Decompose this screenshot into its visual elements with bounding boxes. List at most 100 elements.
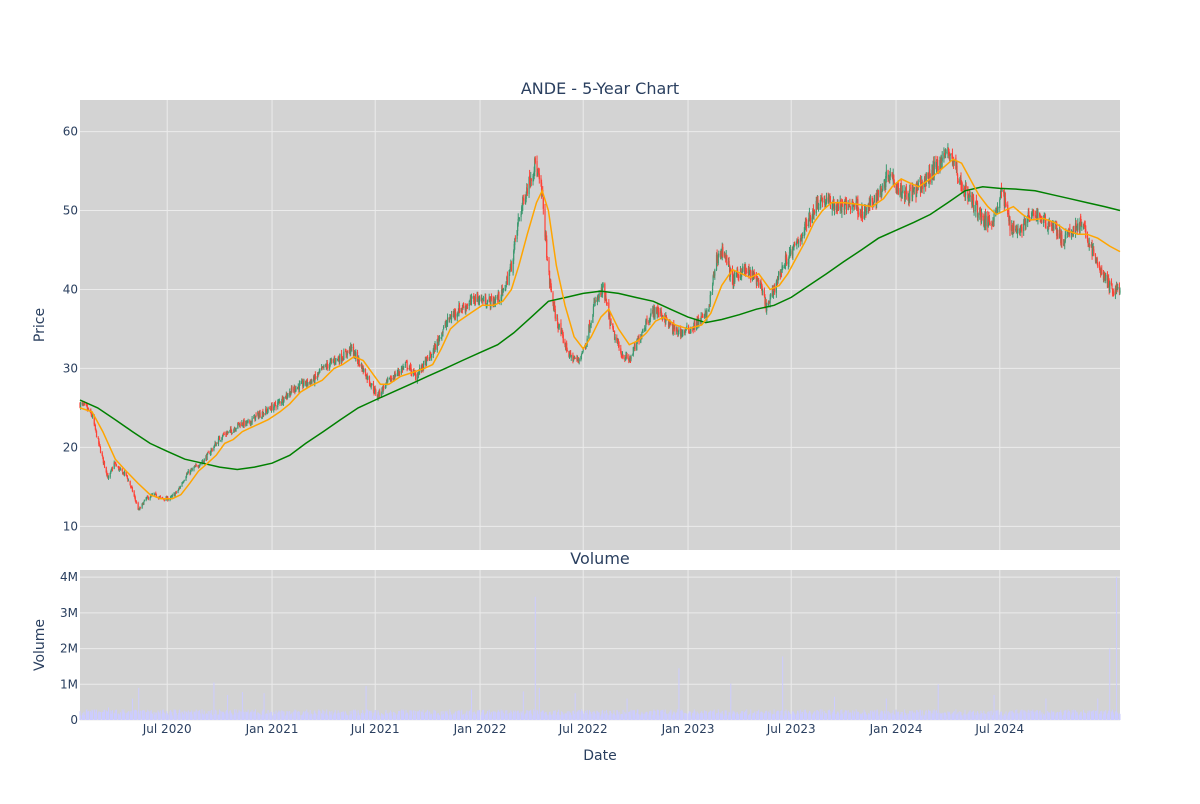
candle-body <box>183 480 185 481</box>
candle-body <box>1028 215 1030 219</box>
volume-bar <box>943 712 945 720</box>
candle-body <box>649 320 651 322</box>
volume-bar <box>253 711 255 720</box>
candle-body <box>594 300 596 303</box>
volume-bar <box>875 710 877 720</box>
candle-body <box>1098 265 1101 269</box>
volume-bar <box>614 714 616 720</box>
candle-body <box>182 482 184 483</box>
candle-body <box>374 388 376 390</box>
candle-body <box>295 387 297 392</box>
candle-body <box>374 388 376 393</box>
candle-body <box>760 283 763 288</box>
volume-bar <box>724 710 726 720</box>
volume-bar <box>1003 713 1005 720</box>
volume-bar <box>661 711 663 720</box>
volume-bar <box>1080 711 1082 720</box>
candle-body <box>625 353 628 356</box>
volume-bar <box>110 714 112 720</box>
volume-bar <box>266 713 268 720</box>
candle-body <box>1017 228 1019 231</box>
volume-bar <box>403 711 405 720</box>
volume-bar <box>138 687 140 720</box>
candle-body <box>239 423 241 427</box>
volume-chart-title: Volume <box>570 549 630 568</box>
candle-body <box>154 493 156 495</box>
volume-bar <box>628 711 630 720</box>
date-tick-label: Jul 2021 <box>350 722 400 736</box>
volume-bar <box>737 713 739 720</box>
volume-bar <box>1019 713 1021 720</box>
volume-bar <box>1040 715 1042 720</box>
candle-body <box>614 337 616 341</box>
candle-body <box>956 165 958 173</box>
volume-bar <box>677 709 679 720</box>
volume-bar <box>818 711 820 720</box>
volume-bar <box>541 713 543 720</box>
candle-body <box>1090 244 1093 245</box>
candle-body <box>698 321 700 325</box>
candle-body <box>797 242 800 244</box>
volume-bar <box>917 712 919 720</box>
candle-body <box>794 243 796 246</box>
volume-bar <box>313 711 315 720</box>
volume-bar <box>528 710 530 720</box>
volume-bar <box>889 715 891 720</box>
candle-body <box>849 207 852 210</box>
volume-bar <box>1052 711 1054 720</box>
volume-bar <box>1053 711 1055 720</box>
candle-body <box>532 175 534 182</box>
volume-bar <box>726 715 728 720</box>
volume-bar <box>612 714 614 720</box>
candle-body <box>967 196 970 201</box>
candle-body <box>415 374 417 380</box>
volume-bar <box>987 711 989 720</box>
volume-bar <box>670 709 672 720</box>
volume-bar <box>231 714 233 720</box>
volume-bar <box>235 712 237 720</box>
candle-body <box>860 214 862 216</box>
volume-bar <box>971 712 973 720</box>
volume-bar <box>1044 713 1046 720</box>
volume-bar <box>150 710 152 720</box>
candle-body <box>897 183 899 195</box>
volume-bar <box>822 712 824 720</box>
volume-bar <box>382 714 384 720</box>
candle-body <box>1064 234 1066 242</box>
candle-body <box>782 267 784 268</box>
volume-bar <box>99 715 101 720</box>
volume-bar <box>171 711 173 720</box>
volume-bar <box>864 711 866 720</box>
volume-bar <box>178 713 180 720</box>
volume-bar <box>227 713 229 720</box>
volume-bar <box>103 709 105 720</box>
volume-bar <box>170 713 172 720</box>
volume-bar <box>435 711 437 720</box>
volume-bar <box>329 711 331 720</box>
volume-bar <box>239 711 241 720</box>
candle-body <box>383 386 385 388</box>
candle-body <box>93 415 95 425</box>
volume-bar <box>1056 714 1058 720</box>
candle-body <box>1093 249 1095 255</box>
candle-body <box>1028 211 1030 217</box>
candle-body <box>757 279 759 281</box>
volume-bar <box>174 709 176 720</box>
volume-bar <box>445 712 447 720</box>
volume-bar <box>741 711 743 720</box>
volume-bar <box>991 710 993 720</box>
volume-bar <box>500 709 502 720</box>
candle-body <box>1092 249 1094 257</box>
candle-body <box>1023 223 1025 232</box>
candle-body <box>533 170 535 175</box>
volume-bar <box>880 710 882 720</box>
candle-body <box>465 306 467 312</box>
candle-body <box>877 191 879 201</box>
volume-bar <box>1047 710 1049 720</box>
volume-bar <box>941 712 943 720</box>
volume-bar <box>1013 712 1015 720</box>
volume-bar <box>358 715 360 720</box>
candle-body <box>514 238 516 246</box>
volume-bar <box>127 713 129 720</box>
